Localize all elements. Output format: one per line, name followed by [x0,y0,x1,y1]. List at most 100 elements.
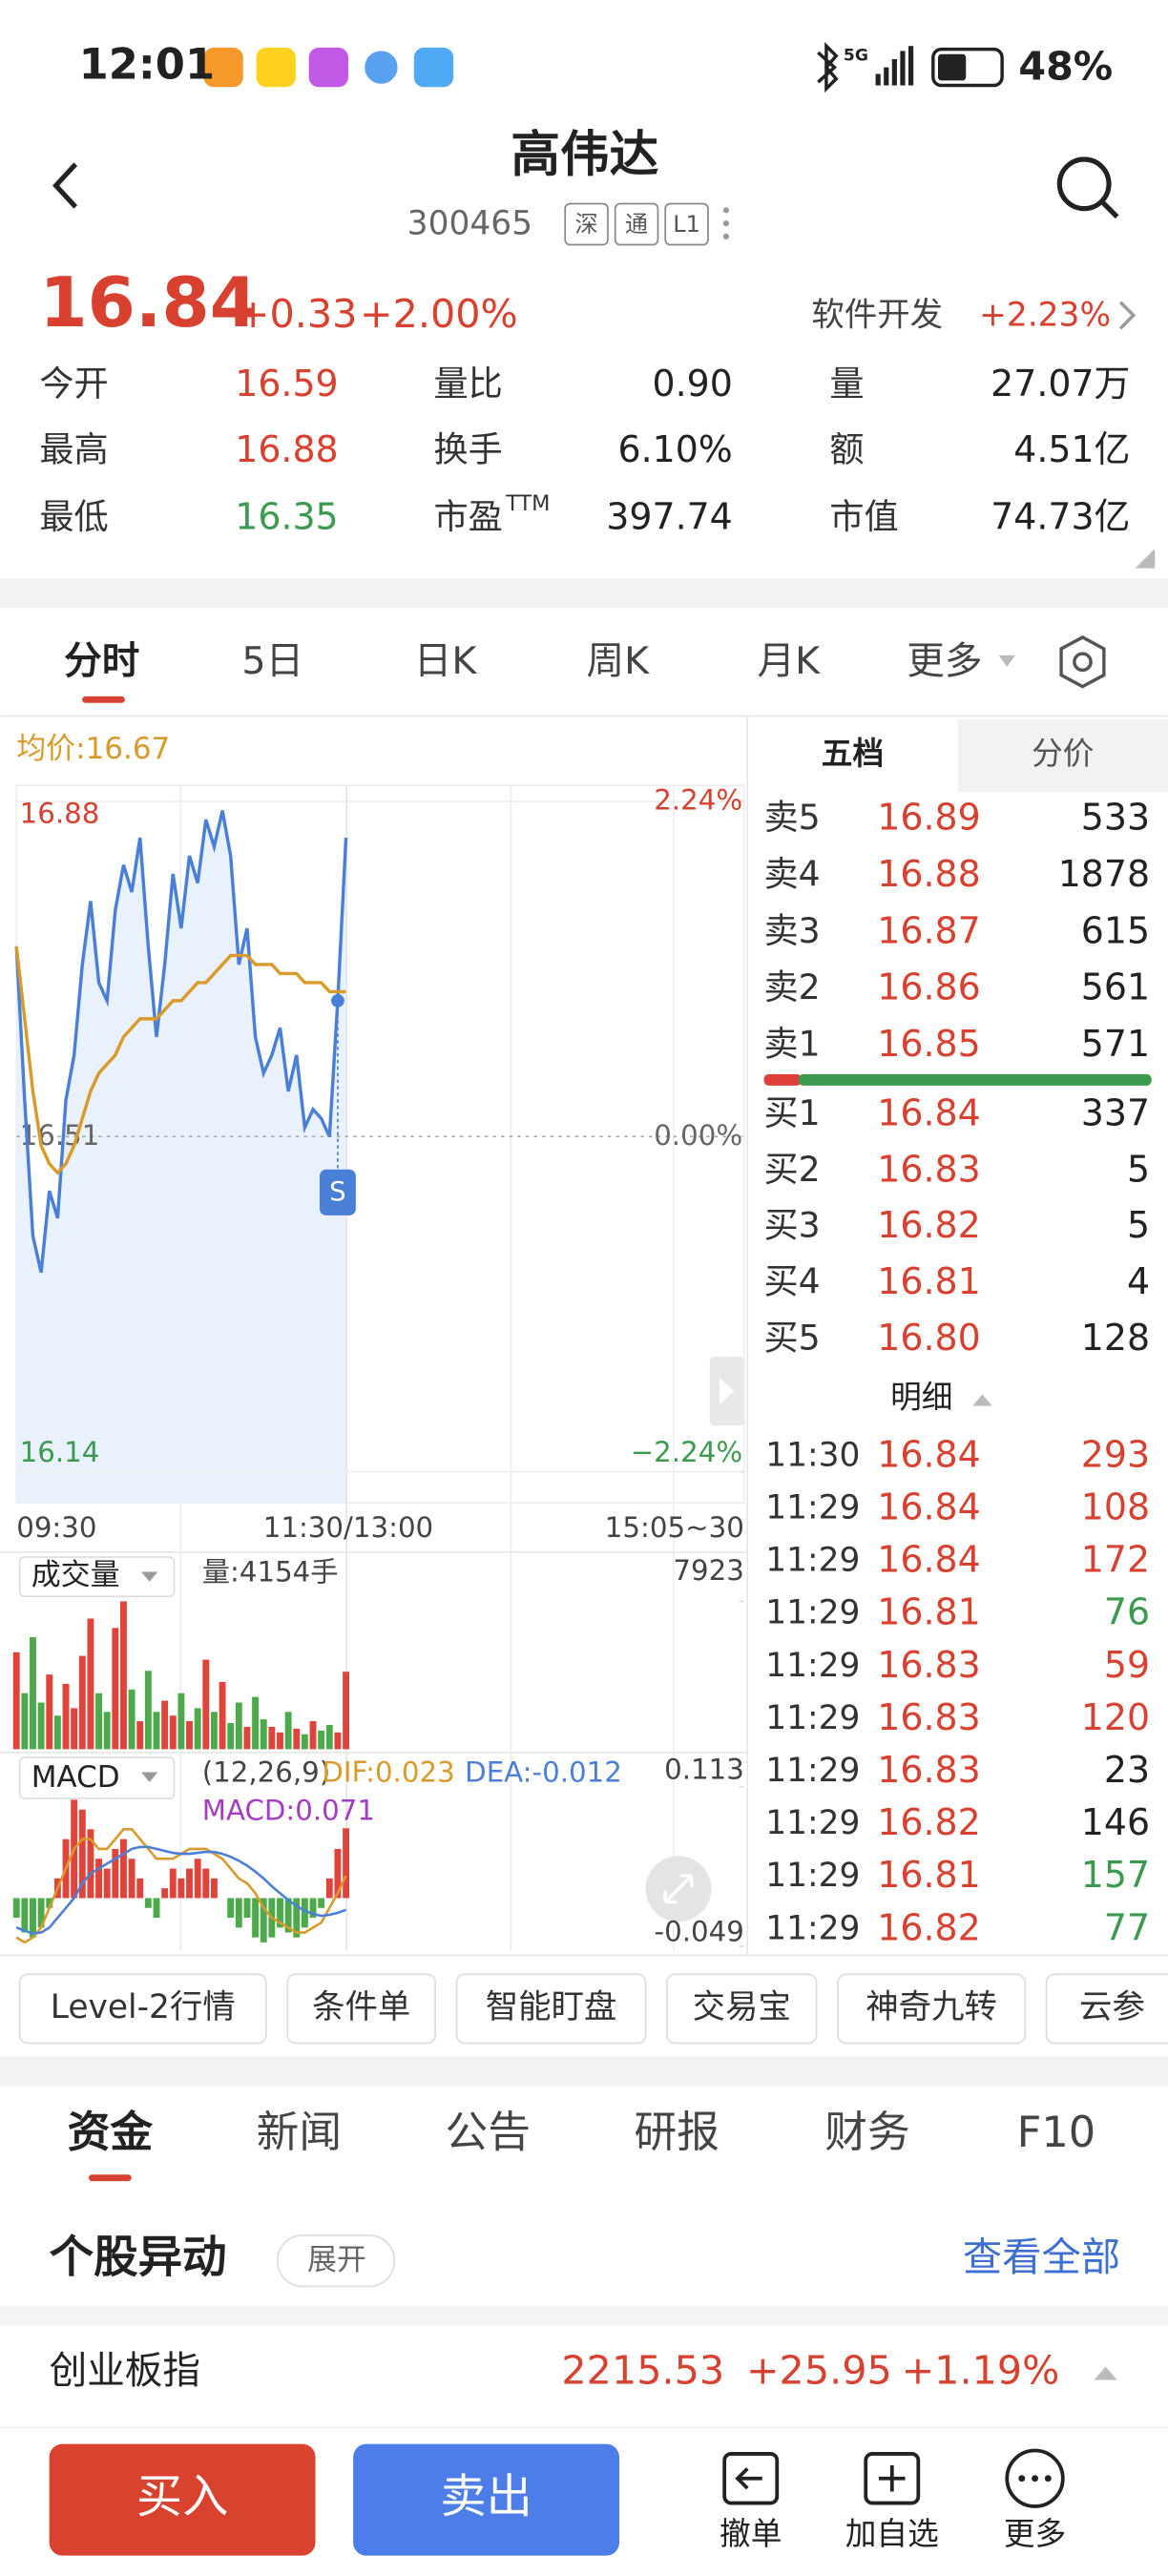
volume-bar [325,1724,333,1750]
volume-bar [219,1681,226,1750]
sell-label[interactable]: 卖出 [440,2470,532,2524]
app-icon [365,51,398,84]
macd-bar [30,1898,36,1938]
macd-bar [87,1829,94,1899]
more-icon[interactable] [1005,2448,1065,2508]
macd-bar [301,1898,308,1928]
clock: 12:01 [79,39,215,90]
action-label[interactable]: 加自选 [845,2516,939,2552]
volume-selector[interactable] [18,1556,176,1598]
search-button[interactable] [1056,156,1119,219]
stat-label: 额 [829,428,864,469]
chart-tab[interactable]: 日K [414,639,478,683]
sell-button[interactable] [353,2443,620,2556]
macd-bar [161,1888,169,1899]
macd-bar [210,1878,218,1899]
cancel-icon[interactable] [722,2452,780,2505]
volume-bar [252,1696,260,1750]
trade-volume: 146 [1081,1801,1150,1843]
settings-button [1073,652,1093,673]
volume-selector-label[interactable]: 成交量 [31,1558,120,1592]
tool-label[interactable]: 云参 [1079,1988,1145,2026]
chart-tab[interactable]: 分时 [64,639,139,683]
tool-label[interactable]: Level-2行情 [51,1988,236,2026]
stat-value: 0.90 [652,363,732,405]
macd-bar [227,1898,235,1919]
tool-label[interactable]: 交易宝 [693,1988,791,2026]
expand-chip[interactable] [277,2234,396,2288]
book-price: 16.87 [877,909,980,951]
indicator-selector[interactable] [18,1756,176,1799]
book-level: 买3 [764,1205,821,1246]
tool-label[interactable]: 智能盯盘 [486,1988,617,2026]
back-button[interactable] [52,162,78,209]
trade-volume: 76 [1104,1591,1150,1633]
book-tab[interactable]: 分价 [1032,736,1094,772]
tool-chip[interactable] [455,1973,647,2045]
buy-label[interactable]: 买入 [136,2470,228,2524]
action-label[interactable]: 撤单 [720,2516,782,2552]
tool-chip[interactable] [18,1973,267,2045]
macd-selector-label[interactable]: MACD [31,1760,120,1795]
info-tab[interactable]: 新闻 [257,2107,343,2157]
volume-bar [144,1671,152,1750]
stat-value: 16.35 [235,495,338,537]
info-tab[interactable]: 公告 [446,2107,532,2157]
tool-label[interactable]: 条件单 [312,1988,410,2026]
book-price: 16.85 [877,1023,980,1065]
action-label[interactable]: 更多 [1004,2516,1066,2552]
signal-marker[interactable] [319,1169,356,1215]
tab-indicator [82,696,125,703]
volume-max-label: 7923 [673,1554,743,1587]
volume-bar [169,1715,177,1750]
price-change-pct: +2.00% [360,291,518,337]
tool-label[interactable]: 神奇九转 [866,1988,997,2026]
stat-label: 最高 [39,428,108,469]
buy-button[interactable] [49,2443,316,2556]
market-tag-box [564,202,609,246]
watch-icon[interactable] [864,2452,921,2505]
time-label: 15:05~30 [605,1511,744,1544]
time-label: 09:30 [16,1511,96,1544]
volume-bar [202,1659,210,1750]
info-tab[interactable]: 财务 [824,2107,910,2157]
expand-label[interactable]: 展开 [307,2243,366,2277]
book-volume: 5 [1127,1204,1150,1246]
tool-chip[interactable] [666,1973,818,2045]
time-label: 11:30/13:00 [263,1511,433,1544]
divider [0,1954,1168,1957]
settings-button[interactable] [1059,634,1106,689]
book-volume: 5 [1127,1148,1150,1190]
macd-params: (12,26,9) [202,1756,330,1789]
battery-icon [931,47,1004,88]
book-tab[interactable]: 五档 [822,736,884,772]
book-price: 16.81 [877,1260,980,1302]
info-tab[interactable]: 资金 [68,2107,154,2157]
volume-bar [334,1732,342,1750]
y-tick-label: 16.14 [20,1436,100,1468]
view-all-link[interactable]: 查看全部 [963,2234,1120,2280]
trade-volume: 120 [1081,1696,1150,1738]
book-level: 买5 [764,1317,821,1358]
chart-tab[interactable]: 月K [758,639,822,683]
trade-volume: 157 [1081,1854,1150,1896]
trade-price: 16.83 [877,1696,980,1738]
expand-icon [663,1874,694,1904]
info-tab[interactable]: F10 [1017,2107,1096,2157]
corner-mark [1135,548,1156,569]
macd-tick-label: 0.113 [664,1753,744,1785]
info-tab[interactable]: 研报 [635,2107,720,2157]
tool-chip[interactable] [1045,1973,1168,2045]
stat-value: 74.73亿 [991,495,1130,537]
tool-chip[interactable] [837,1973,1027,2045]
trade-time: 11:30 [765,1436,860,1474]
collapse-arrow [972,1394,992,1406]
sector-name: 软件开发 [811,297,943,335]
chart-tab[interactable]: 更多 [907,639,982,683]
chart-tab[interactable]: 周K [587,639,651,683]
tool-chip[interactable] [286,1973,437,2045]
chart-tab[interactable]: 5日 [241,639,303,683]
more-dots[interactable] [722,207,730,239]
market-tag-box [614,202,659,246]
volume-bar [260,1719,267,1750]
